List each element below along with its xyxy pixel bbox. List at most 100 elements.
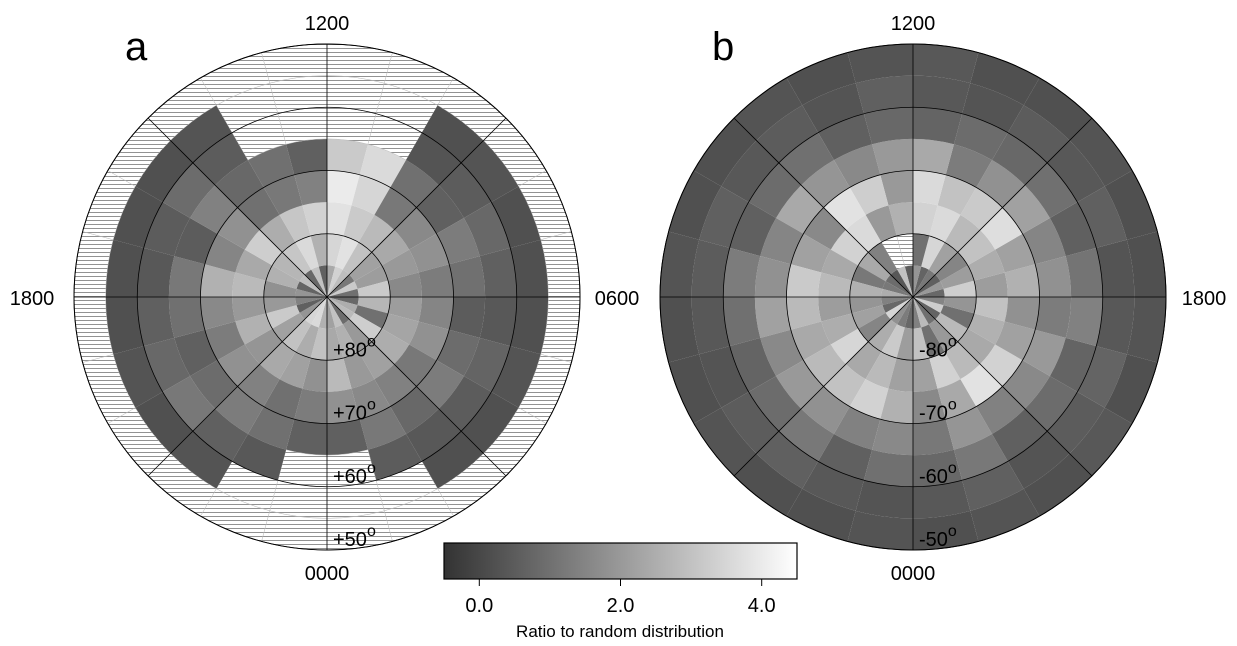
sector-cell: [830, 229, 869, 266]
sector-cell: [406, 132, 462, 186]
sector-cell: [858, 312, 891, 342]
sector-cell: [418, 264, 454, 297]
sector-cell: [357, 280, 391, 297]
sector-cell: [232, 272, 266, 297]
sector-cell: [913, 297, 936, 325]
sector-cell: [830, 328, 869, 365]
sector-cell: [937, 174, 977, 215]
sector-cell: [913, 288, 945, 297]
sector-cell: [849, 280, 883, 297]
sector-cell: [992, 132, 1048, 186]
sector-cell: [699, 346, 749, 408]
sector-cell: [729, 202, 777, 257]
sector-cell: [851, 265, 886, 289]
sector-cell: [847, 44, 913, 84]
sector-cell: [421, 431, 484, 489]
sector-cell: [461, 391, 519, 454]
sector-cell: [335, 235, 359, 270]
sector-cell: [367, 433, 422, 481]
sector-cell: [974, 272, 1008, 297]
sector-cell: [913, 274, 941, 297]
sector-cell: [821, 313, 859, 345]
sector-cell: [295, 288, 327, 297]
sector-cell: [845, 214, 882, 253]
sector-cell: [921, 235, 945, 270]
colorbar: 0.0 2.0 4.0 Ratio to random distribution: [443, 542, 798, 641]
sector-cell: [801, 386, 850, 434]
sector-cell: [438, 162, 492, 218]
sector-cell: [940, 265, 975, 289]
sector-cell: [217, 207, 260, 250]
sector-cell: [327, 288, 359, 297]
sector-cell: [851, 305, 886, 329]
sector-cell: [381, 313, 419, 345]
sector-cell: [479, 247, 517, 297]
sector-cell: [327, 358, 352, 392]
sector-cell: [327, 233, 344, 267]
sector-cell: [200, 297, 236, 330]
sector-cell: [913, 388, 946, 424]
sector-cell: [282, 319, 312, 352]
sector-cell: [449, 256, 486, 297]
panel-b-mlt-top: 1200: [891, 13, 936, 35]
sector-cell: [449, 297, 486, 338]
sector-cell: [913, 170, 946, 206]
sector-cell: [192, 408, 248, 462]
sector-cell: [174, 217, 218, 265]
sector-cell: [349, 252, 382, 282]
sector-cell: [723, 247, 761, 297]
sector-cell: [113, 346, 163, 408]
sector-cell: [190, 360, 238, 409]
outer-boundary: [659, 43, 1167, 551]
polar-panel-a: a 1200 1800 0600 0000 +80o+70o+60o+50o: [10, 13, 640, 585]
sector-cell: [463, 202, 511, 257]
sector-cell: [310, 327, 327, 361]
sector-cell: [418, 297, 454, 330]
sector-cell: [295, 324, 319, 359]
sector-cell: [754, 297, 791, 338]
sector-cell: [823, 187, 866, 230]
sector-cell: [461, 140, 519, 203]
sector-cell: [327, 419, 368, 456]
sector-cell: [937, 379, 977, 420]
sector-cell: [349, 312, 382, 342]
sector-cell: [304, 297, 327, 325]
sector-cell: [263, 297, 297, 314]
sector-cell: [778, 132, 834, 186]
sector-cell: [295, 297, 327, 306]
sector-cell: [1077, 186, 1127, 248]
sector-cell: [235, 313, 273, 345]
sector-cell: [976, 160, 1025, 208]
sector-cell: [204, 321, 245, 361]
sector-cell: [279, 351, 311, 389]
sector-cell: [721, 140, 779, 203]
sector-cell: [296, 297, 327, 313]
sector-cell: [232, 433, 287, 481]
sector-cell: [885, 297, 913, 320]
sector-cell: [913, 297, 922, 329]
sector-cell: [913, 281, 944, 297]
sector-cell: [358, 214, 395, 253]
sector-cell: [394, 207, 437, 250]
sector-cell: [913, 297, 945, 306]
sector-cell: [691, 239, 730, 297]
sector-cell: [865, 351, 897, 389]
sector-cell: [137, 297, 175, 347]
sector-cell: [215, 386, 264, 434]
sector-cell: [960, 364, 1003, 407]
sector-cell: [888, 358, 913, 392]
sector-cell: [980, 344, 1023, 387]
sector-cell: [953, 433, 1008, 481]
sector-cell: [232, 297, 266, 322]
panel-b-grid: [659, 43, 1167, 551]
sector-cell: [885, 274, 913, 297]
sector-cell: [168, 256, 205, 297]
sector-cell: [818, 272, 852, 297]
colorbar-tick-label: 4.0: [748, 595, 776, 617]
sector-cell: [1065, 247, 1103, 297]
sector-cell: [802, 461, 864, 511]
sector-cell: [311, 297, 327, 328]
sector-cell: [913, 202, 938, 236]
sector-cell: [790, 233, 831, 273]
sector-cell: [913, 107, 963, 145]
